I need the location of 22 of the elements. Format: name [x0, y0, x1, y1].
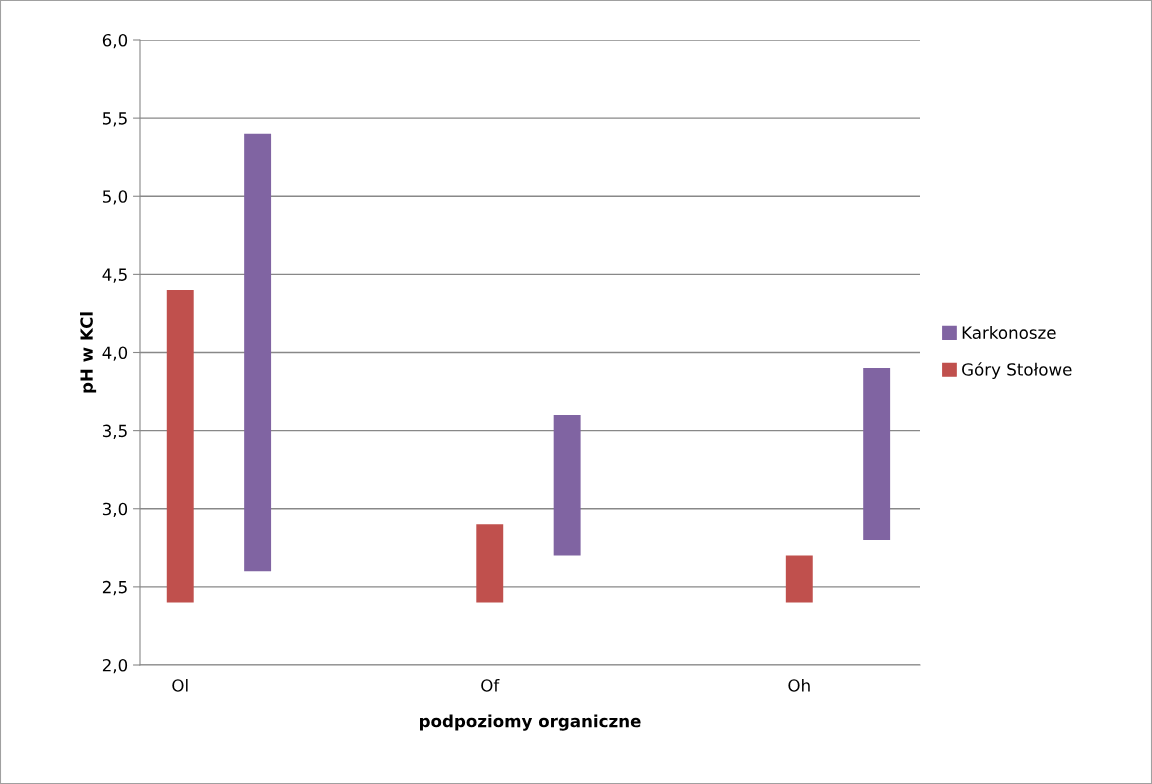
y-tick-label: 5,0 — [102, 190, 128, 205]
y-tick-label: 2,0 — [102, 658, 128, 674]
x-tick-label: Ol — [172, 678, 188, 692]
legend-label: Góry Stołowe — [962, 362, 1072, 379]
x-tick-label: Oh — [788, 678, 810, 692]
bar — [244, 133, 272, 572]
bar — [553, 415, 581, 556]
x-tick-label: Of — [481, 678, 500, 692]
y-tick-label: 2,5 — [102, 580, 127, 596]
x-axis-title: podpoziomy organiczne — [420, 714, 641, 731]
bar — [476, 524, 504, 603]
bar — [166, 290, 194, 603]
y-tick-label: 4,0 — [102, 346, 128, 361]
legend-label: Karkonosze — [962, 326, 1056, 339]
y-tick-label: 3,0 — [102, 502, 128, 518]
y-tick-label: 6,0 — [102, 33, 128, 49]
bar — [863, 368, 891, 540]
bar — [785, 555, 813, 603]
y-tick-label: 5,5 — [102, 112, 127, 127]
y-axis-title: pH w KCl — [80, 312, 97, 393]
y-tick-label: 3,5 — [102, 424, 127, 439]
y-tick-label: 4,5 — [102, 268, 127, 283]
